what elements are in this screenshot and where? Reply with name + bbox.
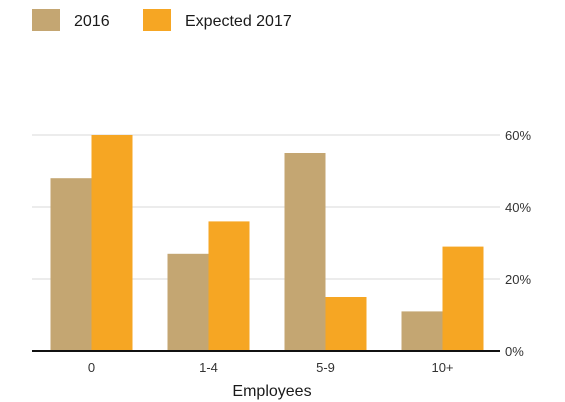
y-tick-labels: 0% 20% 40% 60% [505,128,531,359]
y-tick-label: 60% [505,128,531,143]
legend-label-1: Expected 2017 [185,13,292,30]
y-tick-label: 20% [505,272,531,287]
bar-expected-2017-3 [442,246,484,351]
legend-swatch-0 [32,9,60,31]
bar-2016-1 [167,253,209,351]
legend-swatch-1 [143,9,171,31]
y-tick-label: 40% [505,200,531,215]
x-tick-label: 1-4 [199,360,218,375]
x-tick-label: 10+ [431,360,453,375]
bar-2016-0 [50,178,92,351]
legend-label-0: 2016 [74,13,110,30]
y-tick-label: 0% [505,344,524,359]
bar-expected-2017-0 [91,135,133,351]
legend: 2016 Expected 2017 [32,9,292,31]
x-tick-labels: 0 1-4 5-9 10+ [88,360,454,375]
bar-expected-2017-2 [325,297,367,351]
x-tick-label: 5-9 [316,360,335,375]
bars [50,135,484,351]
bar-expected-2017-1 [208,221,250,351]
bar-2016-2 [284,153,326,351]
bar-2016-3 [401,311,443,351]
x-tick-label: 0 [88,360,95,375]
x-axis-label: Employees [232,383,311,400]
